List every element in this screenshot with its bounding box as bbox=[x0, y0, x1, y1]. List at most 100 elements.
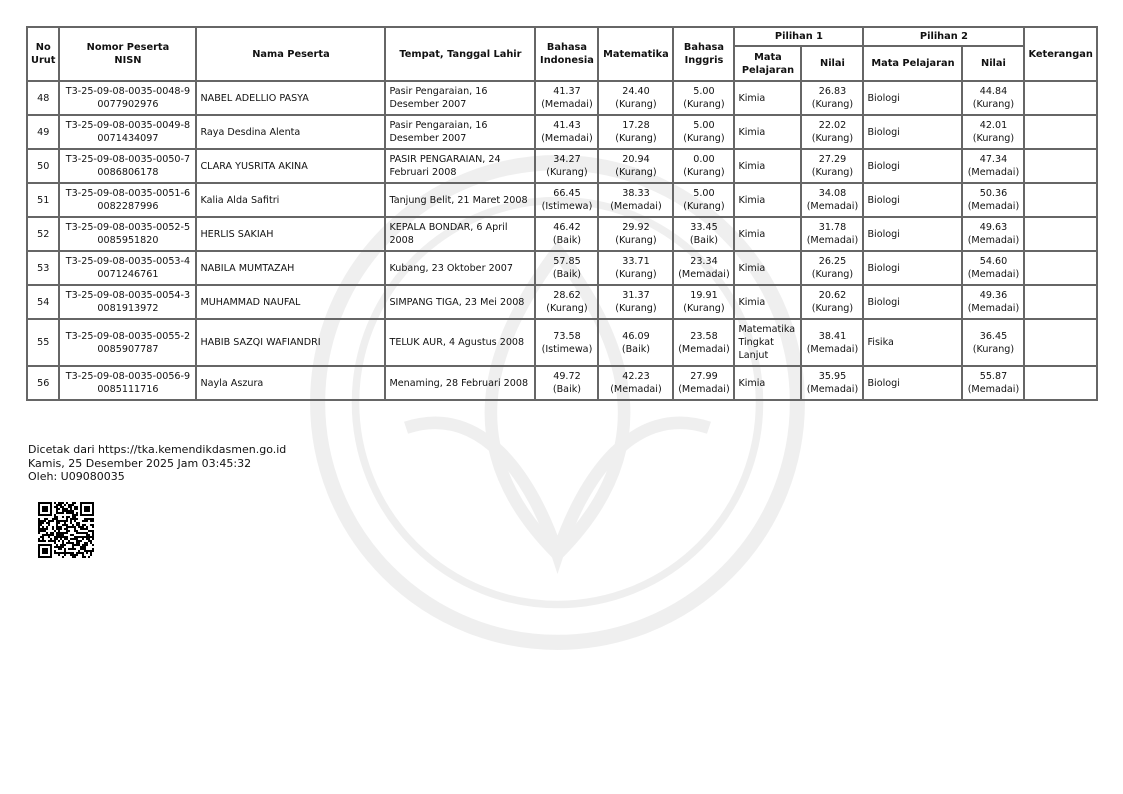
cell-matematika: 38.33 (Memadai) bbox=[597, 182, 675, 218]
cell-ttl: Kubang, 23 Oktober 2007 bbox=[384, 250, 537, 286]
cell-p1-nilai: 26.83 (Kurang) bbox=[800, 80, 865, 116]
cell-p2-nilai-category: (Memadai) bbox=[967, 201, 1020, 212]
cell-p2-mapel: Fisika bbox=[862, 318, 964, 367]
cell-bahasa-indonesia-value: 41.37 bbox=[553, 86, 581, 97]
cell-p2-mapel: Biologi bbox=[862, 114, 964, 150]
cell-nama: HERLIS SAKIAH bbox=[195, 216, 387, 252]
cell-matematika-category: (Kurang) bbox=[615, 235, 657, 246]
cell-nama: Raya Desdina Alenta bbox=[195, 114, 387, 150]
cell-keterangan bbox=[1023, 148, 1098, 184]
header-pilihan-1: Pilihan 1 bbox=[733, 26, 865, 47]
cell-keterangan bbox=[1023, 114, 1098, 150]
cell-p1-nilai: 22.02 (Kurang) bbox=[800, 114, 865, 150]
cell-bahasa-indonesia-value: 46.42 bbox=[553, 222, 581, 233]
cell-ttl: Pasir Pengaraian, 16 Desember 2007 bbox=[384, 114, 537, 150]
cell-bahasa-inggris: 19.91 (Kurang) bbox=[672, 284, 736, 320]
cell-ttl: TELUK AUR, 4 Agustus 2008 bbox=[384, 318, 537, 367]
cell-bahasa-inggris-category: (Kurang) bbox=[683, 201, 725, 212]
cell-p2-nilai: 49.63 (Memadai) bbox=[961, 216, 1026, 252]
header-ttl: Tempat, Tanggal Lahir bbox=[384, 26, 537, 82]
cell-bahasa-indonesia-value: 28.62 bbox=[553, 290, 581, 301]
cell-keterangan bbox=[1023, 318, 1098, 367]
cell-p2-nilai: 36.45 (Kurang) bbox=[961, 318, 1026, 367]
cell-matematika-value: 33.71 bbox=[622, 256, 650, 267]
table-row: 54 T3-25-09-08-0035-0054-3 0081913972 MUHAM… bbox=[25, 284, 1098, 320]
cell-bahasa-indonesia-value: 66.45 bbox=[553, 188, 581, 199]
cell-bahasa-indonesia-category: (Baik) bbox=[552, 235, 582, 246]
cell-bahasa-inggris-category: (Baik) bbox=[689, 235, 719, 246]
cell-keterangan bbox=[1023, 182, 1098, 218]
cell-no: 51 bbox=[25, 182, 61, 218]
cell-p2-nilai: 49.36 (Memadai) bbox=[961, 284, 1026, 320]
cell-nomor-peserta-value: T3-25-09-08-0035-0053-4 bbox=[65, 256, 191, 267]
header-nama: Nama Peserta bbox=[195, 26, 387, 82]
cell-matematika: 31.37 (Kurang) bbox=[597, 284, 675, 320]
cell-matematika: 20.94 (Kurang) bbox=[597, 148, 675, 184]
cell-bahasa-indonesia-value: 57.85 bbox=[553, 256, 581, 267]
cell-p2-mapel: Biologi bbox=[862, 250, 964, 286]
cell-bahasa-inggris: 33.45 (Baik) bbox=[672, 216, 736, 252]
cell-nomor-peserta-category: 0071246761 bbox=[97, 269, 159, 280]
cell-p1-nilai-category: (Kurang) bbox=[811, 303, 854, 314]
cell-bahasa-indonesia-value: 34.27 bbox=[553, 154, 581, 165]
cell-matematika-category: (Baik) bbox=[621, 343, 651, 355]
cell-p2-nilai: 44.84 (Kurang) bbox=[961, 80, 1026, 116]
cell-bahasa-indonesia-category: (Istimewa) bbox=[541, 201, 593, 212]
cell-p1-nilai: 34.08 (Memadai) bbox=[800, 182, 865, 218]
cell-matematika-value: 38.33 bbox=[622, 188, 650, 199]
cell-bahasa-inggris-category: (Kurang) bbox=[683, 133, 725, 144]
cell-p2-mapel: Biologi bbox=[862, 284, 964, 320]
cell-nomor-peserta-category: 0081913972 bbox=[97, 303, 159, 314]
cell-p2-nilai-value: 49.36 bbox=[979, 290, 1008, 301]
cell-p1-mapel: Matematika Tingkat Lanjut bbox=[733, 318, 803, 367]
cell-bahasa-inggris: 23.58 (Memadai) bbox=[672, 318, 736, 367]
cell-no: 52 bbox=[25, 216, 61, 252]
cell-p2-nilai-value: 55.87 bbox=[979, 371, 1008, 382]
table-row: 53 T3-25-09-08-0035-0053-4 0071246761 NABIL… bbox=[25, 250, 1098, 286]
header-p1-nilai: Nilai bbox=[800, 45, 865, 82]
cell-p2-nilai-category: (Kurang) bbox=[972, 343, 1015, 355]
header-nomor-label: Nomor Peserta bbox=[86, 42, 170, 53]
cell-p1-nilai-category: (Kurang) bbox=[811, 99, 854, 110]
cell-bahasa-inggris: 23.34 (Memadai) bbox=[672, 250, 736, 286]
cell-nomor-peserta: T3-25-09-08-0035-0049-8 0071434097 bbox=[58, 114, 198, 150]
cell-nomor-peserta-category: 0085111716 bbox=[97, 384, 159, 395]
cell-bahasa-inggris: 5.00 (Kurang) bbox=[672, 114, 736, 150]
cell-p2-mapel: Biologi bbox=[862, 148, 964, 184]
cell-nomor-peserta-value: T3-25-09-08-0035-0050-7 bbox=[65, 154, 191, 165]
cell-p1-nilai-value: 38.41 bbox=[818, 330, 847, 342]
cell-p1-nilai-category: (Memadai) bbox=[806, 235, 859, 246]
cell-p1-nilai: 38.41 (Memadai) bbox=[800, 318, 865, 367]
cell-p1-mapel: Kimia bbox=[733, 114, 803, 150]
header-nomor-peserta: Nomor Peserta NISN bbox=[58, 26, 198, 82]
cell-nomor-peserta-category: 0086806178 bbox=[97, 167, 159, 178]
cell-nama: CLARA YUSRITA AKINA bbox=[195, 148, 387, 184]
cell-bahasa-inggris-value: 5.00 bbox=[693, 188, 715, 199]
cell-bahasa-indonesia-category: (Memadai) bbox=[541, 99, 593, 110]
cell-no: 54 bbox=[25, 284, 61, 320]
cell-p1-nilai-value: 26.83 bbox=[818, 86, 847, 97]
cell-no: 53 bbox=[25, 250, 61, 286]
cell-bahasa-inggris-value: 33.45 bbox=[690, 222, 718, 233]
cell-nomor-peserta: T3-25-09-08-0035-0052-5 0085951820 bbox=[58, 216, 198, 252]
cell-matematika-value: 42.23 bbox=[622, 371, 650, 382]
cell-p1-nilai-category: (Kurang) bbox=[811, 167, 854, 178]
cell-matematika-category: (Kurang) bbox=[615, 133, 657, 144]
cell-p2-nilai-category: (Kurang) bbox=[972, 99, 1015, 110]
table-row: 56 T3-25-09-08-0035-0056-9 0085111716 Nayla… bbox=[25, 365, 1098, 401]
table-body: 48 T3-25-09-08-0035-0048-9 0077902976 NABEL… bbox=[25, 80, 1098, 401]
header-bahasa-inggris: Bahasa Inggris bbox=[672, 26, 736, 82]
cell-p1-nilai: 35.95 (Memadai) bbox=[800, 365, 865, 401]
cell-nomor-peserta-value: T3-25-09-08-0035-0055-2 bbox=[65, 330, 191, 342]
cell-p2-mapel: Biologi bbox=[862, 80, 964, 116]
cell-bahasa-indonesia: 57.85 (Baik) bbox=[534, 250, 600, 286]
cell-bahasa-indonesia-category: (Kurang) bbox=[546, 167, 588, 178]
cell-matematika-value: 46.09 bbox=[622, 330, 650, 342]
cell-p2-nilai-value: 50.36 bbox=[979, 188, 1008, 199]
cell-p1-nilai-value: 20.62 bbox=[818, 290, 847, 301]
header-no-urut: No Urut bbox=[25, 26, 61, 82]
cell-p2-nilai-category: (Kurang) bbox=[972, 133, 1015, 144]
cell-matematika: 24.40 (Kurang) bbox=[597, 80, 675, 116]
cell-bahasa-indonesia: 41.37 (Memadai) bbox=[534, 80, 600, 116]
cell-p1-nilai: 20.62 (Kurang) bbox=[800, 284, 865, 320]
